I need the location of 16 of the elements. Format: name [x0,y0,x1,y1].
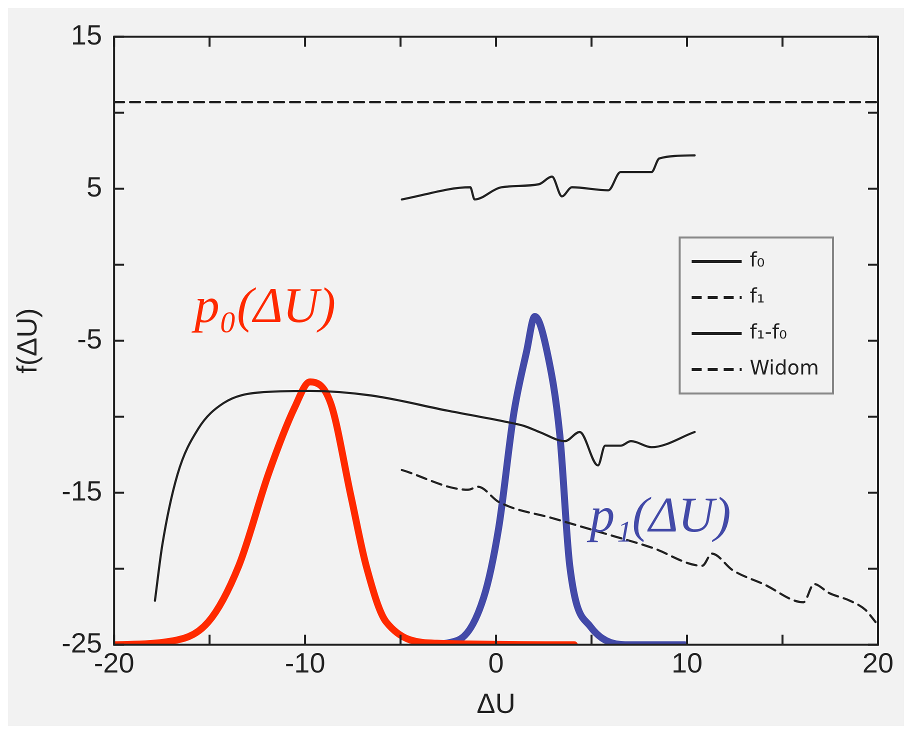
legend-label: Widom [750,356,820,380]
y-axis-title: f(ΔU) [12,308,43,374]
x-tick-label: 0 [488,647,504,678]
y-tick-label: 5 [86,172,102,203]
legend-label: f₁-f₀ [750,320,788,344]
series-label: p₀(ΔU) [191,276,336,333]
legend-label: f₀ [750,248,765,272]
y-tick-label: -15 [62,476,102,507]
x-tick-label: 10 [671,647,703,678]
y-tick-label: 15 [70,20,102,51]
x-tick-label: 20 [862,647,894,678]
x-axis-title: ΔU [476,688,516,719]
x-tick-label: -10 [284,647,326,678]
y-tick-label: -5 [77,324,102,355]
legend-label: f₁ [750,284,765,308]
series-label: p₁(ΔU) [586,486,731,542]
